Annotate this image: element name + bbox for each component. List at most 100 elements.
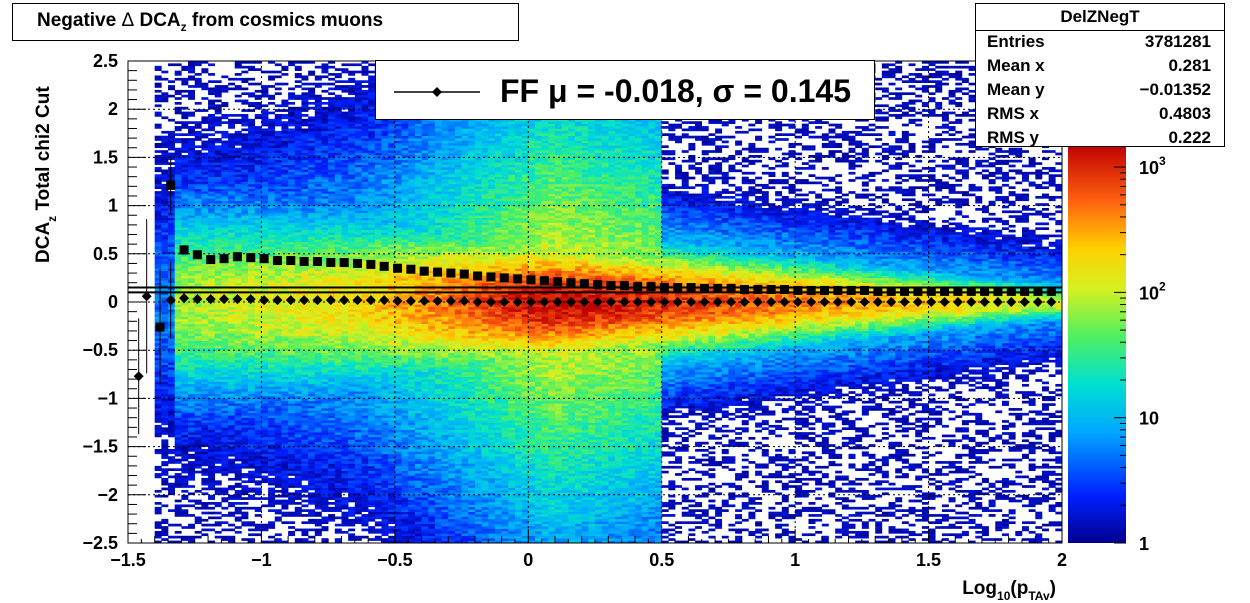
heatmap-cell xyxy=(241,309,249,312)
heatmap-cell xyxy=(221,439,229,443)
heatmap-cell xyxy=(201,87,209,91)
heatmap-cell xyxy=(321,371,329,375)
heatmap-cell xyxy=(294,244,302,247)
heatmap-cell xyxy=(294,224,302,228)
heatmap-cell xyxy=(248,200,256,204)
heatmap-cell xyxy=(328,253,336,257)
heatmap-cell xyxy=(308,468,316,471)
heatmap-cell xyxy=(208,424,216,428)
heatmap-cell xyxy=(201,424,209,428)
heatmap-cell xyxy=(214,492,222,496)
heatmap-cell xyxy=(261,393,269,397)
heatmap-cell xyxy=(234,367,242,370)
heatmap-cell xyxy=(214,150,222,153)
heatmap-cell xyxy=(228,485,236,488)
heatmap-cell xyxy=(248,203,256,206)
heatmap-cell xyxy=(308,183,316,187)
heatmap-cell xyxy=(268,306,276,310)
heatmap-cell xyxy=(328,429,336,433)
heatmap-cell xyxy=(161,195,169,199)
heatmap-cell xyxy=(208,497,216,500)
heatmap-cell xyxy=(288,106,296,110)
heatmap-cell xyxy=(154,169,162,173)
heatmap-cell xyxy=(341,142,349,146)
heatmap-cell xyxy=(261,480,269,484)
heatmap-cell xyxy=(308,374,316,378)
heatmap-cell xyxy=(341,215,349,218)
heatmap-cell xyxy=(254,154,262,158)
heatmap-cell xyxy=(161,444,169,447)
heatmap-cell xyxy=(274,183,282,187)
heatmap-cell xyxy=(301,229,309,233)
heatmap-cell xyxy=(301,118,309,122)
heatmap-cell xyxy=(294,287,302,291)
heatmap-cell xyxy=(181,379,189,382)
heatmap-cell xyxy=(221,116,229,120)
heatmap-cell xyxy=(188,403,196,406)
heatmap-cell xyxy=(154,540,162,543)
heatmap-cell xyxy=(254,434,262,438)
heatmap-cell xyxy=(188,217,196,221)
heatmap-cell xyxy=(214,285,222,288)
heatmap-cell xyxy=(328,167,336,170)
heatmap-cell xyxy=(188,393,196,397)
heatmap-cell xyxy=(174,451,182,455)
heatmap-cell xyxy=(188,526,196,529)
heatmap-cell xyxy=(341,475,349,479)
heatmap-cell xyxy=(288,357,296,361)
heatmap-cell xyxy=(308,265,316,269)
heatmap-cell xyxy=(261,540,269,543)
heatmap-cell xyxy=(281,191,289,194)
heatmap-cell xyxy=(321,424,329,428)
heatmap-cell xyxy=(214,229,222,233)
heatmap-cell xyxy=(294,191,302,194)
heatmap-cell xyxy=(201,314,209,317)
heatmap-cell xyxy=(281,304,289,308)
heatmap-cell xyxy=(254,232,262,235)
heatmap-cell xyxy=(288,468,296,471)
heatmap-cell xyxy=(208,282,216,286)
heatmap-cell xyxy=(301,147,309,151)
heatmap-cell xyxy=(194,417,202,421)
heatmap-cell xyxy=(221,162,229,165)
heatmap-cell xyxy=(301,277,309,281)
heatmap-cell xyxy=(234,292,242,296)
heatmap-cell xyxy=(288,282,296,286)
heatmap-cell xyxy=(321,538,329,541)
heatmap-cell xyxy=(154,340,162,344)
heatmap-cell xyxy=(248,357,256,361)
heatmap-cell xyxy=(288,355,296,358)
heatmap-cell xyxy=(221,359,229,363)
heatmap-cell xyxy=(194,432,202,435)
heatmap-cell xyxy=(308,314,316,317)
heatmap-cell xyxy=(301,417,309,421)
heatmap-cell xyxy=(234,121,242,124)
heatmap-cell xyxy=(341,220,349,223)
heatmap-cell xyxy=(254,333,262,337)
heatmap-cell xyxy=(241,424,249,428)
heatmap-cell xyxy=(181,434,189,438)
heatmap-cell xyxy=(228,357,236,361)
heatmap-cell xyxy=(228,395,236,399)
heatmap-cell xyxy=(201,215,209,218)
heatmap-cell xyxy=(228,429,236,433)
heatmap-cell xyxy=(194,355,202,358)
heatmap-cell xyxy=(194,150,202,153)
heatmap-cell xyxy=(334,412,342,416)
heatmap-cell xyxy=(294,427,302,431)
heatmap-cell xyxy=(181,338,189,341)
heatmap-cell xyxy=(188,126,196,129)
heatmap-cell xyxy=(294,439,302,443)
heatmap-cell xyxy=(168,417,175,421)
heatmap-cell xyxy=(328,186,336,190)
heatmap-cell xyxy=(341,362,349,365)
heatmap-cell xyxy=(228,299,236,303)
heatmap-cell xyxy=(314,130,322,134)
heatmap-cell xyxy=(161,383,169,387)
heatmap-cell xyxy=(154,364,162,368)
heatmap-cell xyxy=(261,386,269,390)
heatmap-cell xyxy=(254,352,262,356)
heatmap-cell xyxy=(314,470,322,474)
heatmap-cell xyxy=(274,150,282,153)
heatmap-cell xyxy=(328,359,336,363)
